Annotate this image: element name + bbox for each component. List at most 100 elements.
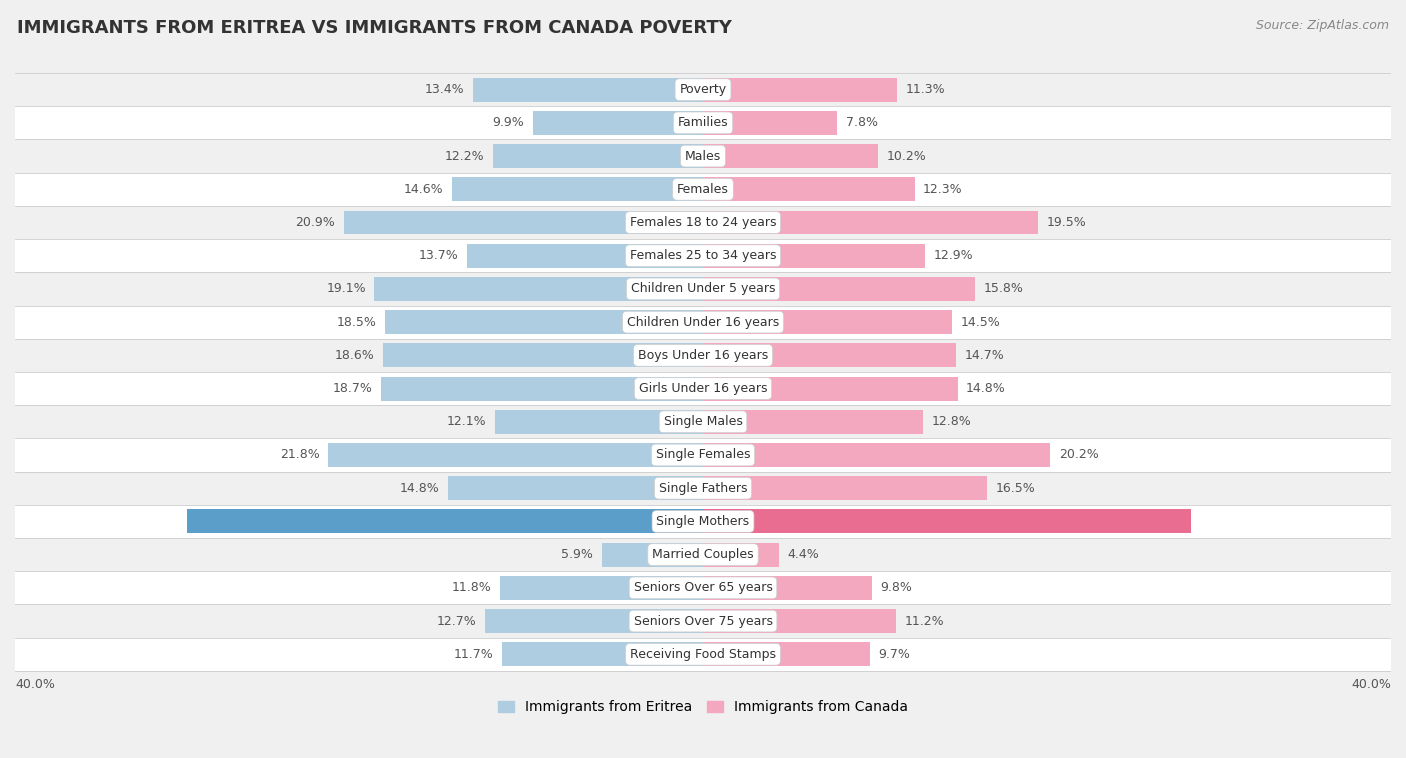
FancyBboxPatch shape: [0, 206, 1406, 239]
Text: 12.7%: 12.7%: [436, 615, 477, 628]
Bar: [703, 543, 779, 566]
Text: 18.5%: 18.5%: [336, 315, 377, 329]
Text: 4.4%: 4.4%: [787, 548, 820, 561]
FancyBboxPatch shape: [0, 272, 1406, 305]
Text: 10.2%: 10.2%: [887, 149, 927, 162]
Text: 12.2%: 12.2%: [444, 149, 485, 162]
Bar: [472, 77, 703, 102]
Text: 40.0%: 40.0%: [1351, 678, 1391, 691]
FancyBboxPatch shape: [0, 139, 1406, 173]
Bar: [703, 211, 1039, 234]
Text: 7.8%: 7.8%: [846, 117, 877, 130]
FancyBboxPatch shape: [0, 637, 1406, 671]
Bar: [374, 277, 703, 301]
FancyBboxPatch shape: [0, 471, 1406, 505]
FancyBboxPatch shape: [0, 372, 1406, 406]
Text: Single Mothers: Single Mothers: [657, 515, 749, 528]
Bar: [703, 410, 924, 434]
Bar: [703, 576, 872, 600]
Text: Children Under 16 years: Children Under 16 years: [627, 315, 779, 329]
Text: 21.8%: 21.8%: [280, 449, 319, 462]
FancyBboxPatch shape: [0, 173, 1406, 206]
Text: 19.5%: 19.5%: [1047, 216, 1087, 229]
Text: Single Males: Single Males: [664, 415, 742, 428]
Bar: [703, 443, 1050, 467]
Bar: [703, 244, 925, 268]
Text: 14.5%: 14.5%: [960, 315, 1001, 329]
Bar: [343, 211, 703, 234]
FancyBboxPatch shape: [0, 604, 1406, 637]
Bar: [495, 410, 703, 434]
FancyBboxPatch shape: [0, 239, 1406, 272]
Text: Single Fathers: Single Fathers: [659, 481, 747, 495]
Text: 11.3%: 11.3%: [905, 83, 946, 96]
Text: 13.7%: 13.7%: [419, 249, 458, 262]
Text: 15.8%: 15.8%: [983, 283, 1024, 296]
Text: 40.0%: 40.0%: [15, 678, 55, 691]
Text: 16.5%: 16.5%: [995, 481, 1035, 495]
Text: Females 18 to 24 years: Females 18 to 24 years: [630, 216, 776, 229]
Bar: [703, 111, 837, 135]
Bar: [328, 443, 703, 467]
Text: 20.9%: 20.9%: [295, 216, 335, 229]
FancyBboxPatch shape: [0, 339, 1406, 372]
Text: Seniors Over 75 years: Seniors Over 75 years: [634, 615, 772, 628]
Text: 9.9%: 9.9%: [492, 117, 524, 130]
Bar: [485, 609, 703, 633]
Text: 9.7%: 9.7%: [879, 648, 910, 661]
Text: 14.8%: 14.8%: [966, 382, 1005, 395]
Bar: [501, 576, 703, 600]
Bar: [703, 310, 952, 334]
FancyBboxPatch shape: [0, 438, 1406, 471]
Text: 20.2%: 20.2%: [1059, 449, 1099, 462]
Bar: [382, 343, 703, 368]
Text: Children Under 5 years: Children Under 5 years: [631, 283, 775, 296]
Text: Poverty: Poverty: [679, 83, 727, 96]
Text: 11.7%: 11.7%: [453, 648, 494, 661]
Text: Single Females: Single Females: [655, 449, 751, 462]
Text: 19.1%: 19.1%: [326, 283, 366, 296]
Text: Families: Families: [678, 117, 728, 130]
Bar: [451, 177, 703, 201]
Text: 9.8%: 9.8%: [880, 581, 912, 594]
Bar: [703, 509, 1191, 534]
Bar: [703, 144, 879, 168]
Text: 11.2%: 11.2%: [904, 615, 943, 628]
FancyBboxPatch shape: [0, 73, 1406, 106]
Bar: [703, 77, 897, 102]
Bar: [703, 343, 956, 368]
Bar: [703, 377, 957, 400]
Text: 14.8%: 14.8%: [401, 481, 440, 495]
Bar: [703, 642, 870, 666]
FancyBboxPatch shape: [0, 106, 1406, 139]
Text: 12.3%: 12.3%: [924, 183, 963, 196]
Text: Seniors Over 65 years: Seniors Over 65 years: [634, 581, 772, 594]
Text: 12.9%: 12.9%: [934, 249, 973, 262]
Text: 14.7%: 14.7%: [965, 349, 1004, 362]
Text: Source: ZipAtlas.com: Source: ZipAtlas.com: [1256, 19, 1389, 32]
FancyBboxPatch shape: [0, 572, 1406, 604]
Bar: [502, 642, 703, 666]
Text: Females 25 to 34 years: Females 25 to 34 years: [630, 249, 776, 262]
FancyBboxPatch shape: [0, 406, 1406, 438]
Bar: [703, 177, 914, 201]
Text: Females: Females: [678, 183, 728, 196]
Text: 5.9%: 5.9%: [561, 548, 593, 561]
Text: Boys Under 16 years: Boys Under 16 years: [638, 349, 768, 362]
Text: Girls Under 16 years: Girls Under 16 years: [638, 382, 768, 395]
Bar: [533, 111, 703, 135]
Text: Receiving Food Stamps: Receiving Food Stamps: [630, 648, 776, 661]
Text: Males: Males: [685, 149, 721, 162]
Text: 18.6%: 18.6%: [335, 349, 374, 362]
FancyBboxPatch shape: [0, 538, 1406, 572]
Bar: [703, 476, 987, 500]
Text: 14.6%: 14.6%: [404, 183, 443, 196]
Bar: [385, 310, 703, 334]
Bar: [467, 244, 703, 268]
Legend: Immigrants from Eritrea, Immigrants from Canada: Immigrants from Eritrea, Immigrants from…: [498, 700, 908, 715]
Text: 13.4%: 13.4%: [425, 83, 464, 96]
Text: Married Couples: Married Couples: [652, 548, 754, 561]
Text: 11.8%: 11.8%: [451, 581, 492, 594]
Bar: [187, 509, 703, 534]
Bar: [381, 377, 703, 400]
